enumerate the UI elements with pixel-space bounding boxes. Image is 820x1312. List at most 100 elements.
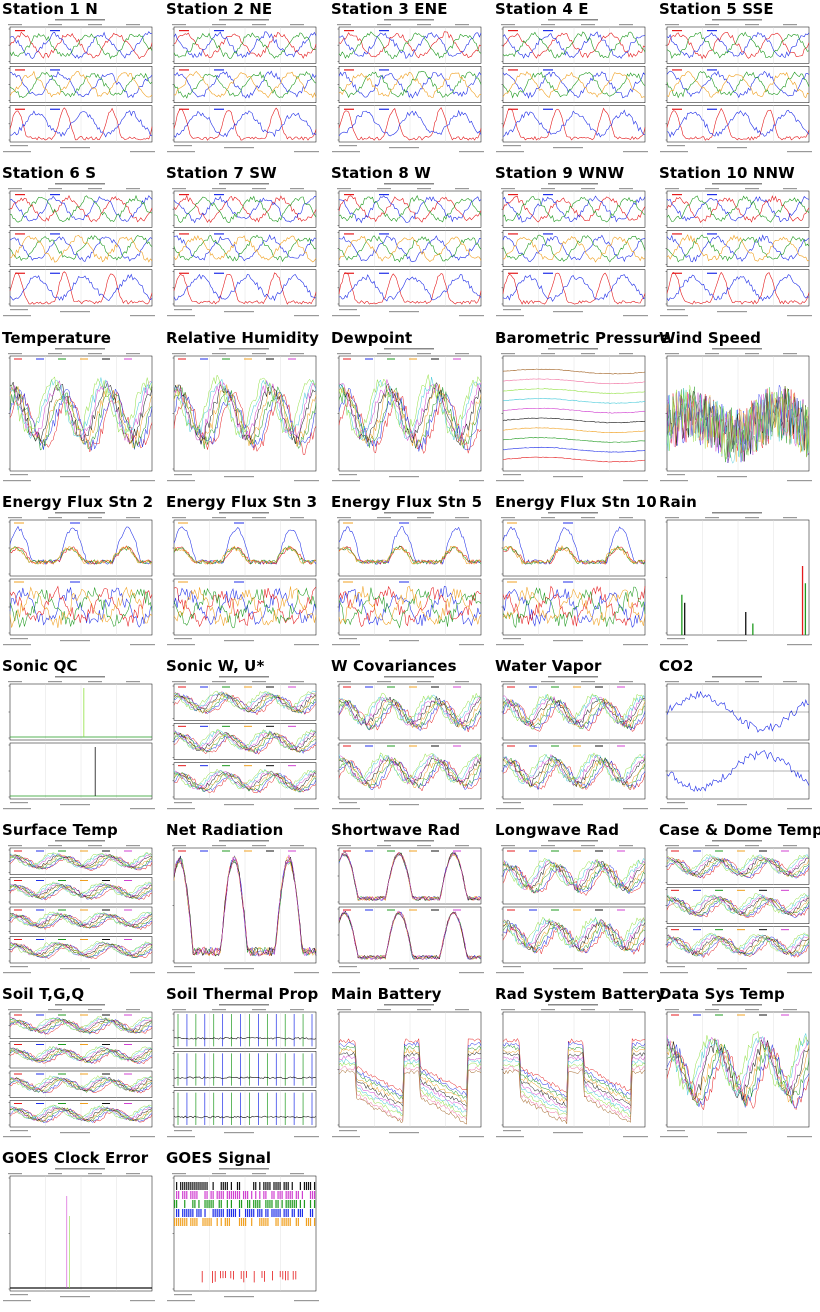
plot-thumbnail[interactable] xyxy=(0,182,158,320)
plot-tile-relative-humidity[interactable]: Relative Humidity xyxy=(164,329,324,489)
plot-tile-station-4[interactable]: Station 4 E xyxy=(493,0,653,160)
plot-tile-shortwave-rad[interactable]: Shortwave Rad xyxy=(329,821,489,981)
plot-thumbnail[interactable] xyxy=(164,511,322,649)
plot-thumbnail[interactable] xyxy=(0,839,158,977)
plot-tile-energy-flux-stn-5[interactable]: Energy Flux Stn 5 xyxy=(329,493,489,653)
plot-tile-rain[interactable]: Rain xyxy=(657,493,817,653)
plot-tile-net-radiation[interactable]: Net Radiation xyxy=(164,821,324,981)
plot-title: Shortwave Rad xyxy=(331,821,461,839)
plot-thumbnail[interactable] xyxy=(493,1003,651,1141)
plot-thumbnail[interactable] xyxy=(493,182,651,320)
plot-tile-surface-temp[interactable]: Surface Temp xyxy=(0,821,160,981)
plot-tile-station-10[interactable]: Station 10 NNW xyxy=(657,164,817,324)
plot-tile-wind-speed[interactable]: Wind Speed xyxy=(657,329,817,489)
plot-tile-water-vapor[interactable]: Water Vapor xyxy=(493,657,653,817)
plot-thumbnail[interactable] xyxy=(0,347,158,485)
plot-title: GOES Signal xyxy=(166,1149,272,1167)
plot-thumbnail[interactable] xyxy=(493,675,651,813)
plot-title: Station 3 ENE xyxy=(331,0,448,18)
plot-tile-rad-system-battery[interactable]: Rad System Battery xyxy=(493,985,665,1145)
plot-title: Station 5 SSE xyxy=(659,0,774,18)
plot-tile-data-sys-temp[interactable]: Data Sys Temp xyxy=(657,985,817,1145)
plot-tile-goes-signal[interactable]: GOES Signal xyxy=(164,1149,324,1309)
plot-thumbnail[interactable] xyxy=(164,675,322,813)
plot-tile-dewpoint[interactable]: Dewpoint xyxy=(329,329,489,489)
plot-title: Data Sys Temp xyxy=(659,985,785,1003)
plot-tile-co2[interactable]: CO2 xyxy=(657,657,817,817)
plot-thumbnail[interactable] xyxy=(493,347,651,485)
plot-tile-longwave-rad[interactable]: Longwave Rad xyxy=(493,821,653,981)
plot-tile-station-3[interactable]: Station 3 ENE xyxy=(329,0,489,160)
plot-thumbnail[interactable] xyxy=(657,182,815,320)
plot-thumbnail[interactable] xyxy=(164,839,322,977)
plot-tile-goes-clock-error[interactable]: GOES Clock Error xyxy=(0,1149,160,1309)
plot-thumbnail[interactable] xyxy=(164,1167,322,1305)
plot-thumbnail[interactable] xyxy=(164,18,322,156)
plot-tile-station-7[interactable]: Station 7 SW xyxy=(164,164,324,324)
plot-tile-energy-flux-stn-10[interactable]: Energy Flux Stn 10 xyxy=(493,493,657,653)
plot-thumbnail[interactable] xyxy=(329,1003,487,1141)
plot-thumbnail[interactable] xyxy=(329,182,487,320)
plot-tile-station-5[interactable]: Station 5 SSE xyxy=(657,0,817,160)
plot-thumbnail[interactable] xyxy=(329,675,487,813)
plot-thumbnail[interactable] xyxy=(164,182,322,320)
plot-title: CO2 xyxy=(659,657,694,675)
plot-tile-case-dome-temp[interactable]: Case & Dome Temp xyxy=(657,821,820,981)
plot-title: Energy Flux Stn 3 xyxy=(166,493,318,511)
plot-tile-barometric-pressure[interactable]: Barometric Pressure xyxy=(493,329,670,489)
plot-thumbnail[interactable] xyxy=(0,675,158,813)
plot-thumbnail[interactable] xyxy=(493,511,651,649)
plot-tile-station-2[interactable]: Station 2 NE xyxy=(164,0,324,160)
plot-thumbnail[interactable] xyxy=(0,511,158,649)
plot-thumbnail[interactable] xyxy=(657,18,815,156)
plot-title: Energy Flux Stn 5 xyxy=(331,493,483,511)
plot-title: Station 6 S xyxy=(2,164,97,182)
plot-thumbnail[interactable] xyxy=(329,839,487,977)
plot-thumbnail[interactable] xyxy=(164,1003,322,1141)
plot-title: Water Vapor xyxy=(495,657,602,675)
plot-tile-station-8[interactable]: Station 8 W xyxy=(329,164,489,324)
plot-thumbnail[interactable] xyxy=(0,18,158,156)
plot-title: Station 7 SW xyxy=(166,164,277,182)
plot-thumbnail[interactable] xyxy=(657,1003,815,1141)
plot-thumbnail[interactable] xyxy=(0,1167,158,1305)
plot-title: Relative Humidity xyxy=(166,329,320,347)
plot-thumbnail[interactable] xyxy=(657,839,815,977)
plot-title: Barometric Pressure xyxy=(495,329,671,347)
plot-title: Station 10 NNW xyxy=(659,164,795,182)
plot-title: W Covariances xyxy=(331,657,457,675)
plot-title: Surface Temp xyxy=(2,821,118,839)
plot-tile-station-1[interactable]: Station 1 N xyxy=(0,0,160,160)
plot-tile-main-battery[interactable]: Main Battery xyxy=(329,985,489,1145)
plot-title: Sonic QC xyxy=(2,657,78,675)
plot-thumbnail[interactable] xyxy=(657,347,815,485)
plot-title: GOES Clock Error xyxy=(2,1149,149,1167)
plot-thumbnail[interactable] xyxy=(329,18,487,156)
plot-thumbnail[interactable] xyxy=(0,1003,158,1141)
plot-title: Station 8 W xyxy=(331,164,431,182)
plot-title: Temperature xyxy=(2,329,111,347)
plot-tile-energy-flux-stn-2[interactable]: Energy Flux Stn 2 xyxy=(0,493,160,653)
plot-thumbnail[interactable] xyxy=(164,347,322,485)
plot-thumbnail[interactable] xyxy=(657,511,815,649)
plot-tile-w-covariances[interactable]: W Covariances xyxy=(329,657,489,817)
plot-thumbnail[interactable] xyxy=(657,675,815,813)
plot-title: Sonic W, U* xyxy=(166,657,265,675)
plot-title: Dewpoint xyxy=(331,329,413,347)
plot-tile-soil-thermal-prop[interactable]: Soil Thermal Prop xyxy=(164,985,324,1145)
plot-title: Station 9 WNW xyxy=(495,164,625,182)
plot-thumbnail[interactable] xyxy=(329,511,487,649)
plot-tile-sonic-qc[interactable]: Sonic QC xyxy=(0,657,160,817)
plot-tile-energy-flux-stn-3[interactable]: Energy Flux Stn 3 xyxy=(164,493,324,653)
plot-thumbnail[interactable] xyxy=(329,347,487,485)
plot-tile-sonic-w-ustar[interactable]: Sonic W, U* xyxy=(164,657,324,817)
plot-thumbnail[interactable] xyxy=(493,839,651,977)
plot-tile-station-6[interactable]: Station 6 S xyxy=(0,164,160,324)
plot-title: Station 4 E xyxy=(495,0,589,18)
plot-tile-soil-tgq[interactable]: Soil T,G,Q xyxy=(0,985,160,1145)
plot-thumbnail[interactable] xyxy=(493,18,651,156)
plot-title: Net Radiation xyxy=(166,821,284,839)
plot-tile-station-9[interactable]: Station 9 WNW xyxy=(493,164,653,324)
plot-tile-temperature[interactable]: Temperature xyxy=(0,329,160,489)
